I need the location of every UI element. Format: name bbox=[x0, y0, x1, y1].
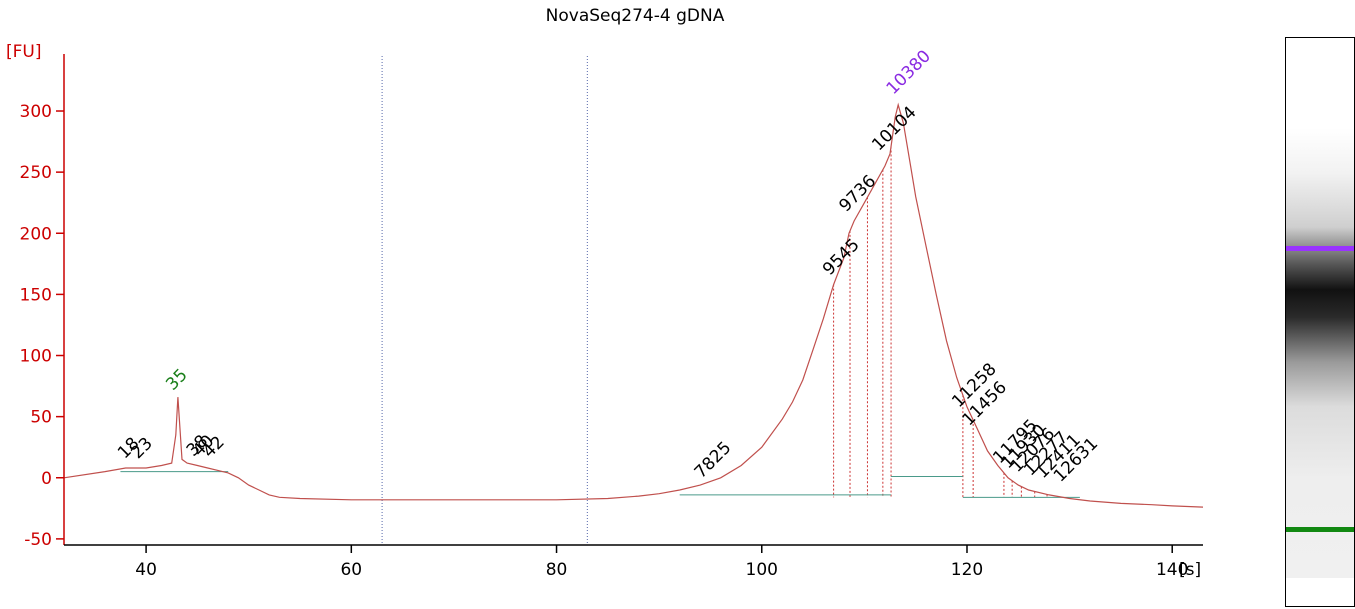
peak-label: 7825 bbox=[691, 438, 736, 483]
y-tick-label: 250 bbox=[20, 163, 52, 183]
gel-lower-marker-band bbox=[1286, 527, 1354, 532]
x-axis-label: [s] bbox=[1179, 560, 1201, 580]
y-axis-label: [FU] bbox=[6, 42, 42, 62]
peak-label: 35 bbox=[162, 365, 191, 394]
peak-label: 9545 bbox=[819, 235, 864, 280]
peak-label: 10104 bbox=[868, 103, 920, 155]
series-line bbox=[63, 102, 1204, 508]
gel-lane-image bbox=[1285, 37, 1355, 607]
x-tick-label: 140 bbox=[1156, 560, 1188, 580]
x-tick-label: 100 bbox=[746, 560, 778, 580]
y-tick-label: 150 bbox=[20, 285, 52, 305]
y-tick-label: 300 bbox=[20, 102, 52, 122]
peak-label: 10380 bbox=[883, 46, 935, 98]
gel-upper-marker-band bbox=[1286, 246, 1354, 251]
x-tick-label: 80 bbox=[546, 560, 568, 580]
peak-label: 9736 bbox=[835, 171, 880, 216]
y-tick-label: 0 bbox=[41, 469, 52, 489]
y-tick-label: 50 bbox=[30, 408, 52, 428]
electropherogram-chart: -50 0 50 100 150 200 250 300 [FU] 40 60 80 100 120 140… bbox=[6, 42, 1204, 580]
y-tick-label: -50 bbox=[24, 530, 52, 550]
y-tick-label: 100 bbox=[20, 347, 52, 367]
gel-smear bbox=[1286, 128, 1354, 578]
y-tick-label: 200 bbox=[20, 224, 52, 244]
x-tick-label: 60 bbox=[340, 560, 362, 580]
chart-title: NovaSeq274-4 gDNA bbox=[545, 6, 725, 26]
x-tick-label: 40 bbox=[135, 560, 157, 580]
x-tick-label: 120 bbox=[951, 560, 983, 580]
